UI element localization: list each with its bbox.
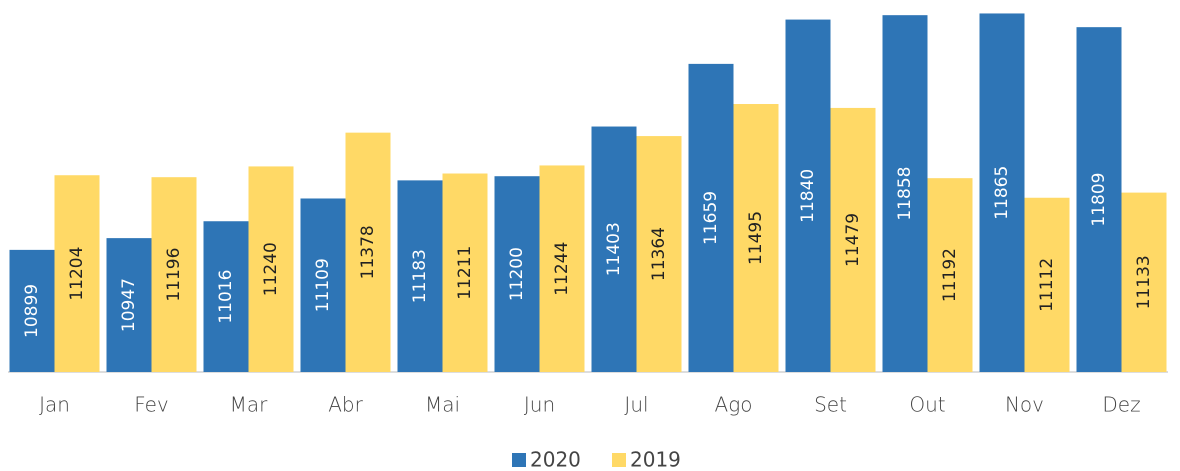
x-tick-label: Jul [624,393,648,417]
value-label: 11016 [216,270,236,324]
value-label: 11196 [164,248,184,302]
value-label: 10947 [119,278,139,332]
bar [927,178,973,372]
value-label: 11112 [1037,258,1057,312]
bar [1076,27,1122,372]
bar [785,19,831,372]
value-label: 11858 [895,167,915,221]
legend-label: 2020 [530,448,581,471]
value-label: 11240 [261,242,281,296]
value-label: 11659 [701,191,721,245]
x-tick-label: Ago [715,393,753,417]
bar [636,136,682,372]
value-label: 11495 [746,211,766,265]
x-tick-label: Set [814,393,847,417]
bar [300,198,346,372]
x-tick-label: Out [909,393,945,417]
bar [830,107,876,372]
x-tick-label: Mai [425,393,460,417]
bar [203,221,249,372]
legend-label: 2019 [630,448,681,471]
value-label: 11200 [507,247,527,301]
x-tick-label: Abr [328,393,363,417]
value-label: 11364 [649,227,669,281]
legend-swatch [612,453,626,467]
bar [979,13,1025,372]
x-tick-label: Jun [524,393,555,417]
value-label: 11244 [552,242,572,296]
value-label: 11204 [67,247,87,301]
bar [591,126,637,372]
value-label: 11133 [1134,255,1154,309]
legend-swatch [512,453,526,467]
x-tick-label: Dez [1102,393,1140,417]
value-label: 11211 [455,246,475,300]
bar [248,166,294,372]
bar [54,175,100,372]
value-label: 11865 [992,166,1012,220]
value-label: 11109 [313,258,333,312]
bar [539,165,585,372]
bar [151,177,197,372]
bar [494,176,540,372]
value-label: 11809 [1089,173,1109,227]
value-label: 11378 [358,225,378,279]
x-tick-label: Jan [39,393,70,417]
bar [733,104,779,373]
x-tick-label: Nov [1005,393,1044,417]
bar [442,173,488,372]
value-label: 11183 [410,249,430,303]
bar [1024,197,1070,372]
bar [397,180,443,372]
value-label: 10899 [22,284,42,338]
value-label: 11840 [798,169,818,223]
bar [882,15,928,373]
bar [688,63,734,373]
value-label: 11192 [940,248,960,302]
bar [9,249,55,372]
bar [106,238,152,372]
bar [345,132,391,372]
value-label: 11403 [604,222,624,276]
bar [1121,192,1167,372]
x-tick-label: Fev [134,393,169,417]
x-tick-label: Mar [230,393,269,417]
value-label: 11479 [843,213,863,267]
